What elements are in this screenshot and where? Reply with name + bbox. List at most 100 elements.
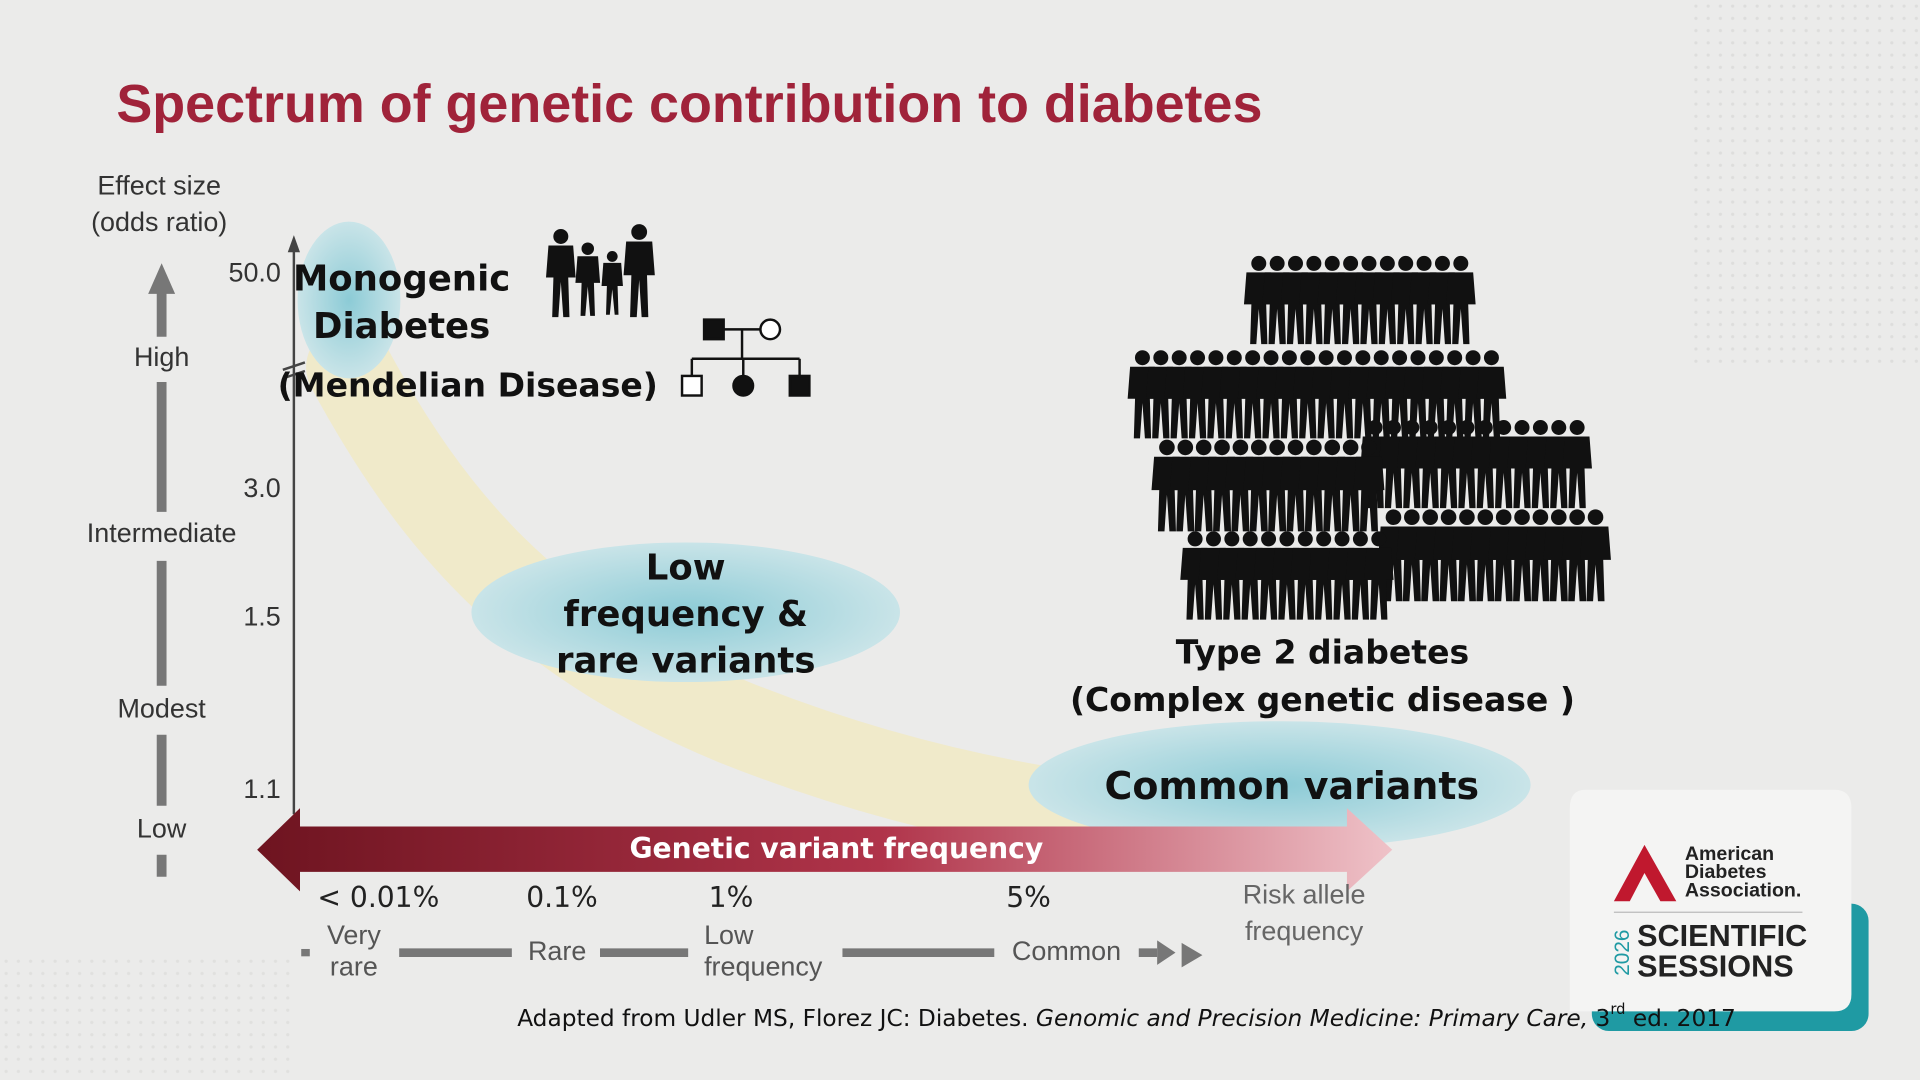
silhouette-head <box>1550 509 1567 525</box>
silhouette-head <box>1159 439 1175 456</box>
frequency-category: Very <box>327 920 381 950</box>
type2-label: (Complex genetic disease ) <box>1070 680 1575 719</box>
silhouette-head <box>1392 350 1408 366</box>
region-label: Common variants <box>1105 764 1480 808</box>
silhouette-head <box>1263 350 1279 366</box>
silhouette-body <box>575 256 601 316</box>
silhouette-head <box>1569 420 1585 435</box>
silhouette-head <box>1134 350 1150 366</box>
logo-org: American <box>1685 843 1774 865</box>
silhouette-head <box>1250 439 1267 456</box>
silhouette-head <box>1477 420 1493 435</box>
effect-level: Modest <box>117 693 206 723</box>
silhouette-head <box>606 251 618 262</box>
silhouette-head <box>1242 531 1258 547</box>
x-axis-title: Genetic variant frequency <box>629 832 1043 865</box>
silhouette-head <box>1153 350 1169 366</box>
frequency-category: Low <box>704 920 754 950</box>
silhouette-body <box>1446 272 1476 345</box>
silhouette-head <box>1361 255 1377 271</box>
silhouette-head <box>1214 439 1230 456</box>
silhouette-head <box>1177 439 1194 456</box>
effect-level: Intermediate <box>87 518 237 548</box>
silhouette-head <box>1587 509 1604 525</box>
silhouette-head <box>1371 531 1387 547</box>
silhouette-head <box>1398 255 1414 271</box>
y-axis <box>282 235 306 815</box>
y-tick-label: 3.0 <box>243 473 280 503</box>
silhouette-head <box>1532 420 1548 435</box>
region-label: Diabetes <box>313 306 490 347</box>
silhouette-head <box>1404 420 1420 435</box>
region-label: Low <box>646 547 726 588</box>
x-tick-label: 0.1% <box>526 881 598 914</box>
silhouette-head <box>1514 509 1530 525</box>
silhouette-head <box>1459 509 1475 525</box>
x-tick-label: 5% <box>1006 881 1051 914</box>
silhouette-head <box>1318 350 1334 366</box>
logo-year: 2026 <box>1611 930 1634 976</box>
crowd-silhouettes <box>1127 255 1611 620</box>
silhouette-head <box>1190 350 1206 366</box>
slide-title: Spectrum of genetic contribution to diab… <box>116 74 1262 134</box>
logo-card <box>1569 789 1869 1032</box>
region-label: rare variants <box>556 640 816 681</box>
silhouette-head <box>1496 420 1512 435</box>
region-note: (Mendelian Disease) <box>278 365 658 404</box>
frequency-category: frequency <box>704 952 823 982</box>
silhouette-body <box>601 262 623 315</box>
silhouette-head <box>1287 439 1304 456</box>
effect-level: Low <box>137 813 187 843</box>
silhouette-head <box>1269 439 1285 456</box>
citation-part: 3 <box>1588 1004 1610 1031</box>
monogenic-ellipse <box>297 221 401 379</box>
silhouette-head <box>1385 509 1402 525</box>
logo-org: Association. <box>1685 880 1801 902</box>
dot-pattern <box>1689 0 1920 368</box>
silhouette-head <box>553 228 569 244</box>
y-axis-title: (odds ratio) <box>91 207 227 237</box>
silhouette-head <box>1224 531 1240 547</box>
silhouette-head <box>581 242 594 255</box>
silhouette-head <box>1367 420 1383 435</box>
citation: Adapted from Udler MS, Florez JC: Diabet… <box>517 1001 1736 1031</box>
silhouette-head <box>1171 350 1187 366</box>
silhouette-body <box>1580 526 1611 602</box>
y-tick-label: 1.5 <box>243 601 280 631</box>
silhouette-head <box>1195 439 1212 456</box>
x-tick-label: < 0.01% <box>317 881 439 914</box>
silhouette-head <box>1410 350 1426 366</box>
silhouette-head <box>1269 255 1285 271</box>
trend-band <box>306 324 1145 861</box>
category-scale <box>301 940 1203 968</box>
x-tick-label: 1% <box>709 881 754 914</box>
citation-part: ed. 2017 <box>1625 1004 1735 1031</box>
silhouette-head <box>1422 420 1438 435</box>
silhouette-head <box>1465 350 1481 366</box>
silhouette-head <box>1279 531 1295 547</box>
silhouette-head <box>1205 531 1221 547</box>
silhouette-head <box>1440 509 1457 525</box>
silhouette-head <box>1316 531 1332 547</box>
silhouette-head <box>1477 509 1494 525</box>
silhouette-head <box>1514 420 1530 435</box>
frequency-category: Rare <box>528 936 586 966</box>
silhouette-head <box>1361 439 1377 456</box>
silhouette-body <box>546 245 576 318</box>
silhouette-head <box>1404 509 1420 525</box>
silhouette-head <box>1281 350 1297 366</box>
silhouette-head <box>1226 350 1242 366</box>
silhouette-head <box>1385 420 1401 435</box>
frequency-arrow <box>257 808 1393 892</box>
frequency-category: rare <box>330 952 378 982</box>
region-label: Monogenic <box>293 258 510 299</box>
silhouette-head <box>1288 255 1304 271</box>
silhouette-head <box>1306 439 1322 456</box>
silhouette-head <box>1245 350 1261 366</box>
silhouette-head <box>1297 531 1313 547</box>
y-axis-title: Effect size <box>97 170 221 200</box>
silhouette-head <box>1428 350 1444 366</box>
silhouette-head <box>1208 350 1224 366</box>
